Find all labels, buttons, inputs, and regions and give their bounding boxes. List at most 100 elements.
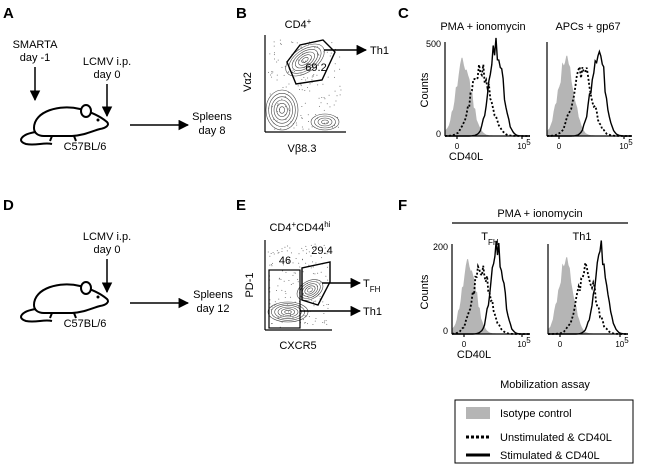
event-dot: [323, 109, 325, 111]
event-dot: [281, 98, 283, 100]
event-dot: [282, 264, 284, 266]
event-dot: [300, 114, 302, 116]
mouse-icon: [20, 281, 110, 323]
event-dot: [287, 108, 289, 110]
mouse-icon: [20, 104, 110, 146]
event-dot: [339, 56, 341, 58]
event-dot: [304, 89, 306, 91]
y-tick-label: 0: [436, 129, 441, 139]
event-dot: [322, 322, 324, 324]
panel-label: A: [3, 5, 14, 22]
label: Counts: [419, 274, 431, 309]
panel-label: E: [236, 197, 246, 214]
event-dot: [280, 316, 282, 318]
label: TFH: [363, 278, 381, 294]
event-dot: [288, 92, 290, 94]
event-dot: [287, 125, 289, 127]
event-dot: [307, 77, 309, 79]
event-dot: [280, 128, 282, 130]
event-dot: [305, 252, 307, 254]
y-tick-label: 200: [433, 242, 448, 252]
event-dot: [281, 251, 283, 253]
event-dot: [286, 250, 288, 252]
event-dot: [310, 244, 312, 246]
event-dot: [295, 122, 297, 124]
event-dot: [315, 114, 317, 116]
event-dot: [318, 97, 320, 99]
contour: [267, 301, 309, 323]
label: CD4+CD44hi: [269, 220, 330, 235]
contour: [291, 49, 319, 71]
gate: [286, 39, 336, 85]
text-part: T: [363, 278, 370, 290]
contour: [314, 115, 336, 129]
contour: [276, 103, 288, 117]
event-dot: [323, 304, 325, 306]
event-dot: [284, 297, 286, 299]
event-dot: [273, 41, 275, 43]
event-dot: [326, 303, 328, 305]
text-part: CD44: [296, 222, 324, 234]
label: PD-1: [244, 272, 256, 297]
label: day 8: [199, 125, 226, 137]
event-dot: [298, 89, 300, 91]
event-dot: [329, 248, 331, 250]
event-dot: [320, 102, 322, 104]
label: Spleens: [193, 289, 233, 301]
event-dot: [313, 300, 315, 302]
event-dot: [300, 46, 302, 48]
event-dot: [316, 74, 318, 76]
event-dot: [324, 247, 326, 249]
event-dot: [278, 298, 280, 300]
event-dot: [318, 105, 320, 107]
event-dot: [297, 85, 299, 87]
event-dot: [278, 251, 280, 253]
event-dot: [297, 278, 299, 280]
event-dot: [291, 41, 293, 43]
event-dot: [336, 95, 338, 97]
event-dot: [326, 266, 328, 268]
contour: [295, 51, 315, 69]
event-dot: [308, 264, 310, 266]
contour: [277, 306, 299, 318]
event-dot: [334, 63, 336, 65]
event-dot: [328, 304, 330, 306]
event-dot: [289, 315, 291, 317]
event-dot: [270, 74, 272, 76]
event-dot: [289, 247, 291, 249]
label: day 12: [196, 303, 229, 315]
text-part: CD4: [285, 19, 307, 31]
text-part: CD4: [269, 222, 291, 234]
x-tick-label: 0: [557, 142, 562, 151]
event-dot: [288, 109, 290, 111]
event-dot: [301, 259, 303, 261]
event-dot: [288, 260, 290, 262]
contour: [274, 305, 302, 319]
event-dot: [323, 97, 325, 99]
event-dot: [331, 42, 333, 44]
event-dot: [323, 320, 325, 322]
contour: [301, 283, 319, 297]
event-dot: [285, 119, 287, 121]
event-dot: [309, 83, 311, 85]
event-dot: [314, 320, 316, 322]
event-dot: [272, 251, 274, 253]
text-part: 10: [517, 142, 526, 151]
text-part: 10: [615, 340, 624, 349]
event-dot: [277, 252, 279, 254]
event-dot: [298, 306, 300, 308]
event-dot: [287, 258, 289, 260]
sup-text: 5: [526, 336, 531, 345]
event-dot: [290, 284, 292, 286]
event-dot: [327, 279, 329, 281]
event-dot: [302, 60, 304, 62]
event-dot: [328, 94, 330, 96]
event-dot: [280, 42, 282, 44]
contour: [279, 106, 285, 114]
panel-label: F: [398, 197, 407, 214]
event-dot: [314, 47, 316, 49]
legend-label: Isotype control: [500, 408, 572, 420]
label: Counts: [419, 72, 431, 107]
